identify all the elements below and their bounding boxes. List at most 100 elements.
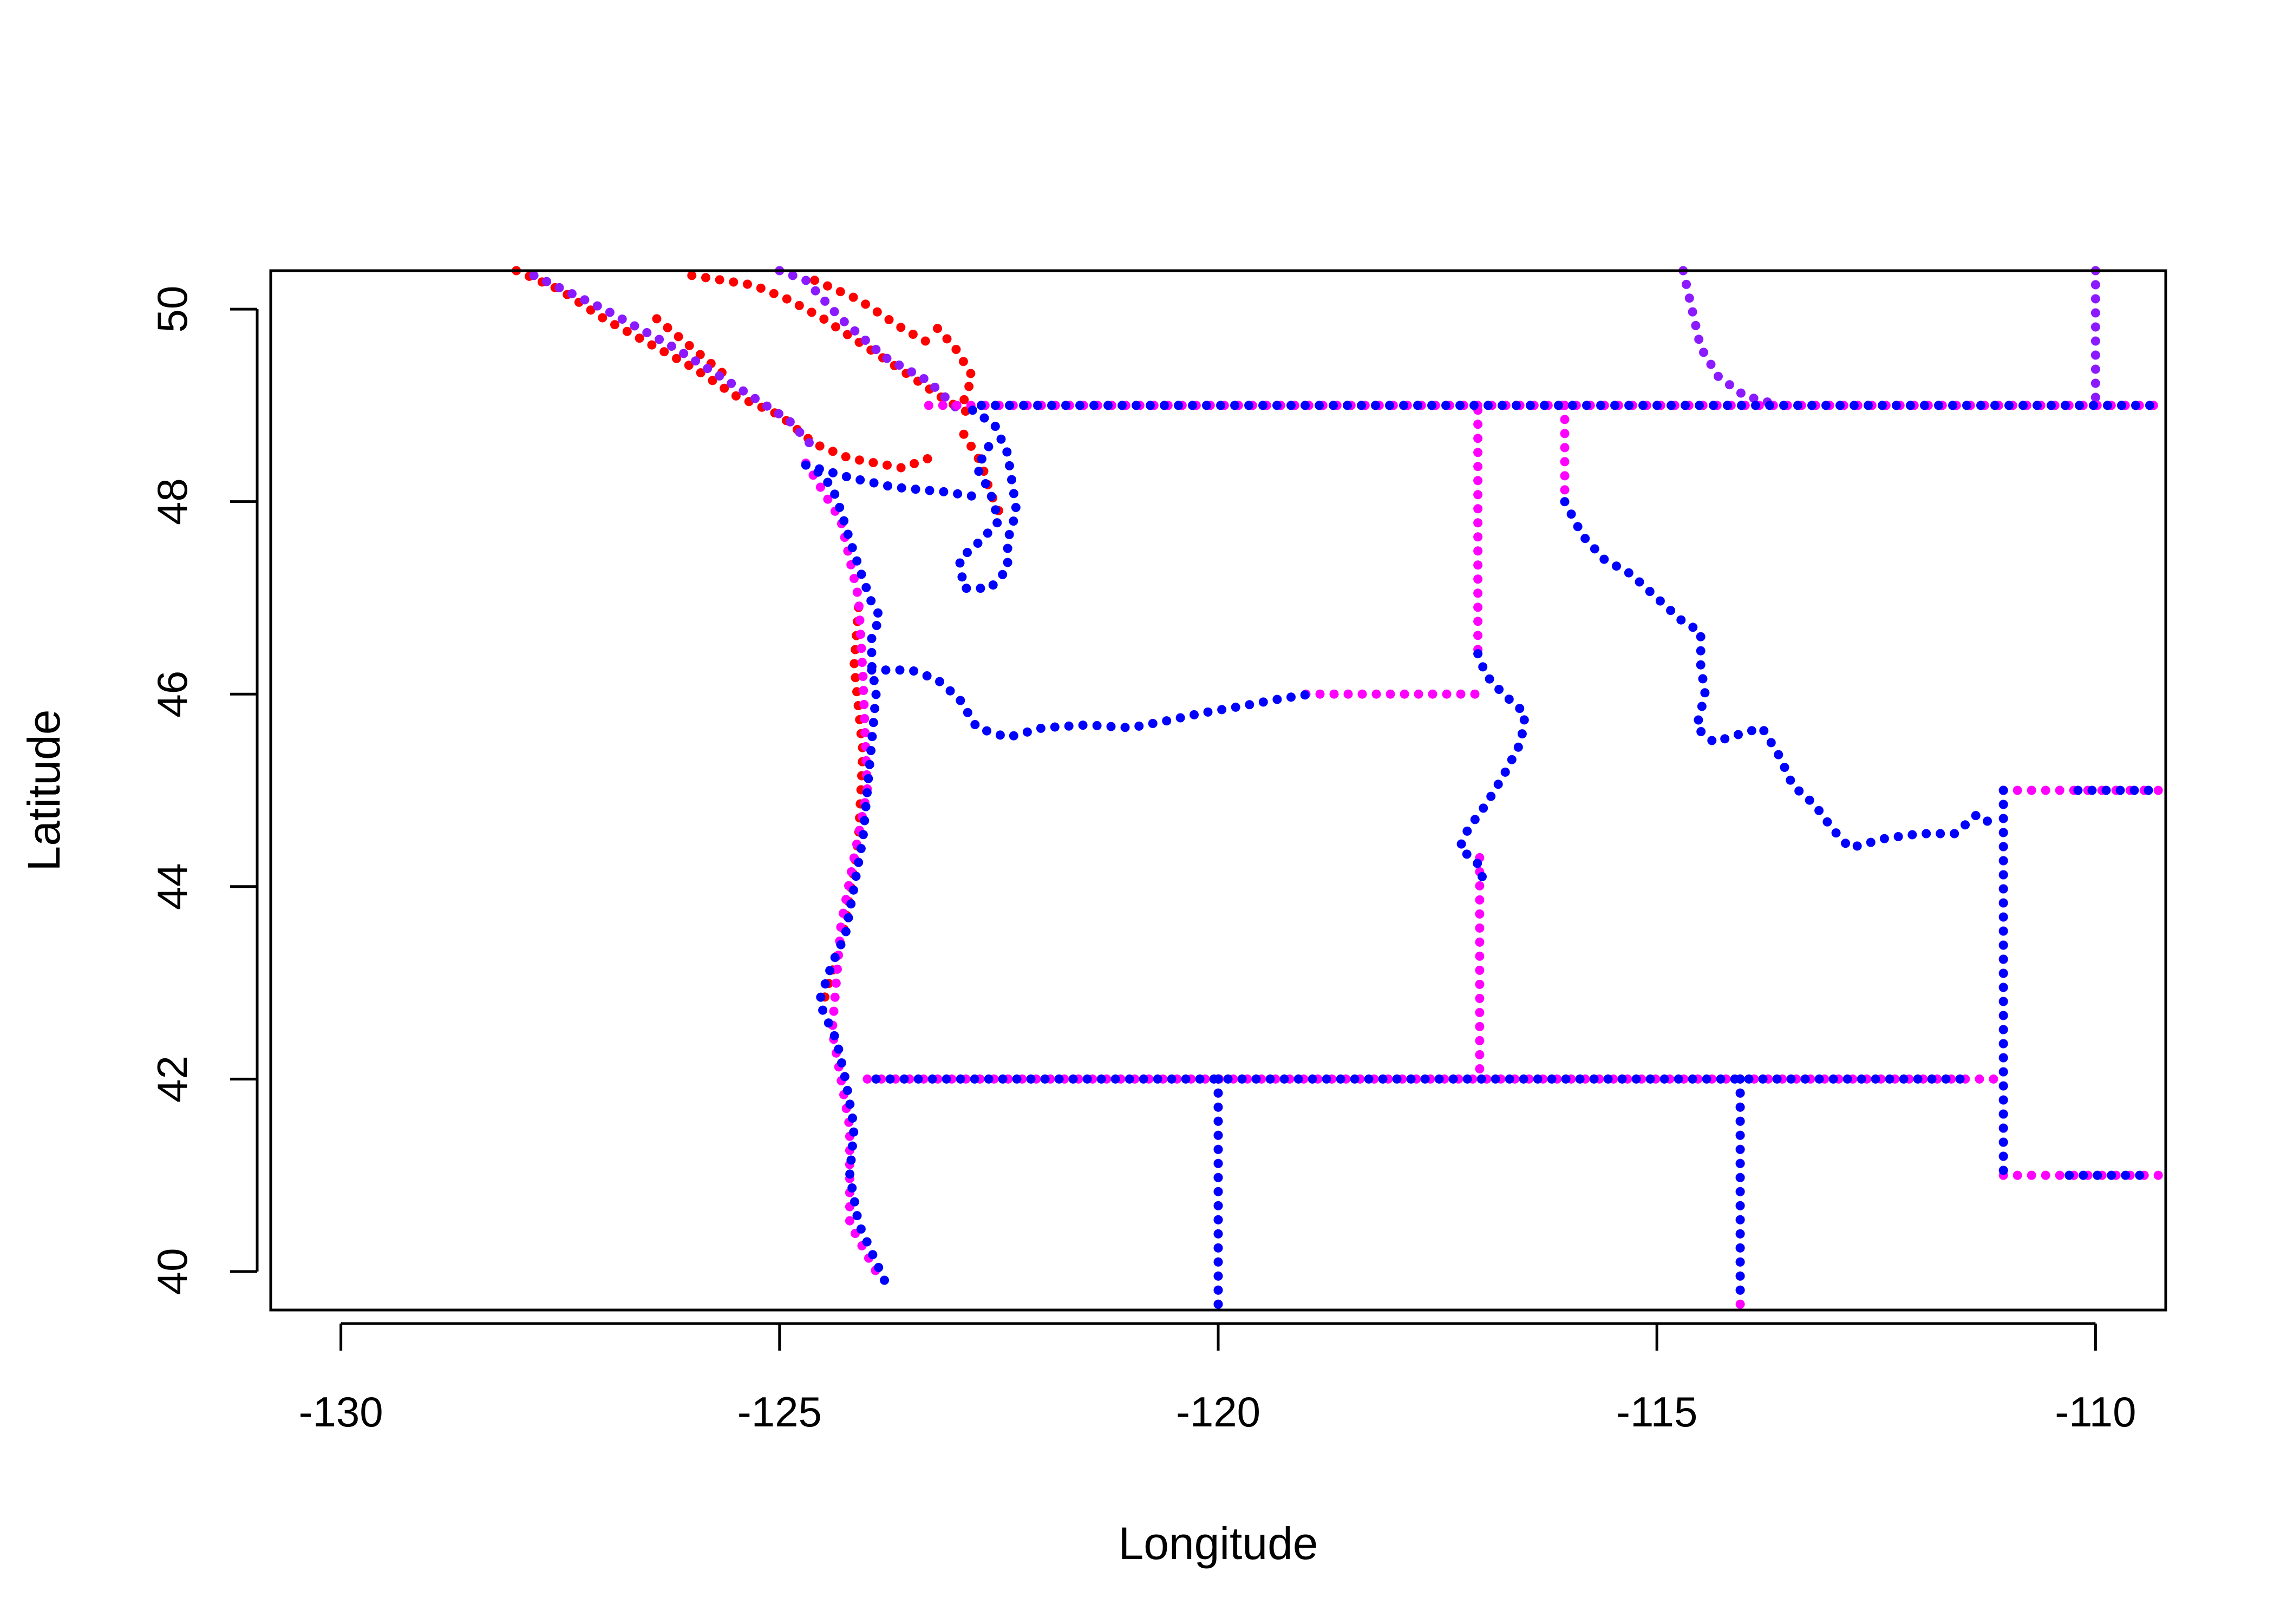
data-point bbox=[1575, 1074, 1585, 1084]
data-point bbox=[1265, 1074, 1275, 1084]
data-point bbox=[868, 1250, 878, 1260]
data-point bbox=[1794, 786, 1804, 796]
data-point bbox=[895, 665, 905, 675]
data-point bbox=[1631, 1074, 1641, 1084]
data-point bbox=[2087, 785, 2097, 795]
data-point bbox=[1866, 837, 1876, 847]
data-point bbox=[1878, 401, 1887, 410]
data-point bbox=[836, 940, 846, 949]
data-point bbox=[815, 441, 825, 451]
data-point bbox=[1786, 1074, 1796, 1084]
data-point bbox=[933, 324, 942, 333]
data-point bbox=[2090, 364, 2100, 374]
data-point bbox=[2090, 350, 2100, 360]
data-point bbox=[1842, 1074, 1852, 1084]
data-point bbox=[1473, 574, 1483, 584]
data-point bbox=[1019, 401, 1028, 410]
data-point bbox=[1293, 1074, 1303, 1084]
data-point bbox=[860, 336, 870, 345]
data-point bbox=[983, 528, 992, 538]
data-point bbox=[1213, 1158, 1223, 1168]
data-point bbox=[1850, 401, 1859, 410]
data-point bbox=[867, 648, 877, 657]
data-point bbox=[1841, 839, 1851, 848]
data-point bbox=[834, 1044, 844, 1054]
data-point bbox=[828, 447, 838, 456]
data-point bbox=[970, 1074, 979, 1084]
y-tick-label: 44 bbox=[148, 863, 196, 910]
data-point bbox=[1162, 716, 1172, 726]
data-point bbox=[1573, 522, 1583, 532]
data-point bbox=[1475, 937, 1485, 947]
data-point bbox=[1082, 1074, 1092, 1084]
data-point bbox=[1386, 689, 1395, 699]
data-point bbox=[1751, 401, 1760, 410]
data-point bbox=[894, 361, 904, 370]
data-point bbox=[1475, 965, 1485, 975]
data-point bbox=[871, 345, 881, 355]
data-point bbox=[542, 277, 552, 286]
data-point bbox=[1478, 662, 1488, 672]
data-point bbox=[1315, 401, 1324, 410]
data-point bbox=[1735, 1201, 1745, 1210]
data-point bbox=[815, 482, 825, 492]
data-point bbox=[2047, 401, 2056, 410]
data-point bbox=[1998, 997, 2008, 1006]
data-point bbox=[851, 872, 861, 881]
data-point bbox=[1009, 489, 1018, 499]
data-point bbox=[858, 672, 868, 681]
data-point bbox=[1075, 401, 1084, 410]
data-point bbox=[831, 322, 840, 332]
data-point bbox=[1885, 1074, 1894, 1084]
data-point bbox=[1821, 401, 1831, 410]
data-point bbox=[885, 1074, 895, 1084]
data-point bbox=[810, 276, 820, 285]
data-point bbox=[940, 392, 950, 402]
x-tick-label: -115 bbox=[1616, 1388, 1697, 1436]
y-tick-label: 46 bbox=[148, 671, 196, 718]
data-point bbox=[691, 356, 701, 366]
data-point bbox=[554, 283, 564, 292]
data-point bbox=[1998, 954, 2008, 964]
data-point bbox=[1315, 689, 1325, 699]
data-point bbox=[1560, 471, 1570, 481]
data-point bbox=[1998, 1053, 2008, 1063]
data-point bbox=[857, 658, 867, 667]
data-point bbox=[1927, 1074, 1937, 1084]
data-point bbox=[848, 292, 858, 302]
data-point bbox=[1475, 909, 1485, 919]
data-point bbox=[1473, 617, 1483, 626]
data-point bbox=[1475, 1007, 1485, 1017]
data-point bbox=[1470, 815, 1480, 824]
data-point bbox=[1998, 912, 2008, 922]
data-point bbox=[1961, 820, 1970, 830]
data-point bbox=[1990, 401, 1999, 410]
data-point bbox=[823, 494, 833, 504]
data-point bbox=[1322, 1074, 1331, 1084]
data-point bbox=[1213, 1201, 1223, 1210]
data-point bbox=[1148, 719, 1158, 728]
data-point bbox=[1174, 401, 1183, 410]
data-point bbox=[1554, 401, 1563, 410]
data-point bbox=[839, 516, 849, 526]
data-point bbox=[1061, 401, 1070, 410]
data-point bbox=[1286, 692, 1296, 702]
data-point bbox=[828, 468, 838, 477]
data-point bbox=[580, 295, 590, 305]
data-point bbox=[1566, 509, 1576, 519]
data-point bbox=[1735, 1130, 1745, 1140]
data-point bbox=[923, 454, 932, 463]
data-point bbox=[880, 1275, 889, 1285]
x-axis: -130 -125 -120 -115 -110 bbox=[299, 1322, 2136, 1436]
data-point bbox=[1694, 715, 1703, 725]
data-point bbox=[1907, 830, 1917, 840]
data-point bbox=[814, 464, 824, 474]
data-point bbox=[622, 326, 632, 336]
data-point bbox=[1473, 420, 1483, 429]
data-point bbox=[2012, 1170, 2022, 1180]
data-point bbox=[1473, 603, 1483, 612]
data-point bbox=[831, 978, 841, 988]
data-point bbox=[922, 671, 932, 680]
data-point bbox=[927, 1074, 937, 1084]
